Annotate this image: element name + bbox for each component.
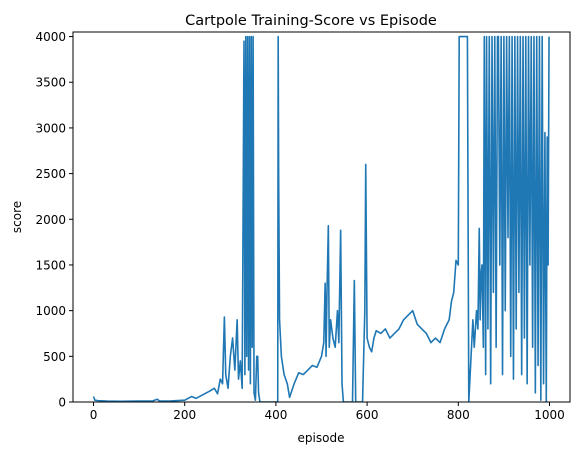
x-tick-label: 800 (447, 408, 470, 422)
y-tick-label: 2000 (35, 213, 66, 227)
x-tick-label: 400 (264, 408, 287, 422)
y-tick-label: 3000 (35, 121, 66, 135)
x-tick-label: 200 (173, 408, 196, 422)
y-tick-label: 4000 (35, 30, 66, 44)
score-series-line (92, 35, 550, 402)
plot-series (92, 35, 550, 402)
y-tick-label: 3500 (35, 76, 66, 90)
y-tick-label: 0 (58, 396, 66, 410)
y-tick-label: 2500 (35, 167, 66, 181)
y-tick-label: 1000 (35, 304, 66, 318)
x-axis-label: episode (298, 431, 345, 445)
x-tick-label: 600 (356, 408, 379, 422)
chart-title: Cartpole Training-Score vs Episode (185, 13, 437, 29)
y-tick-label: 1500 (35, 258, 66, 272)
y-tick-label: 500 (43, 350, 66, 364)
axis-ticks: 0 200 400 600 800 1000 0 500 1000 1500 2000 2500 300… (35, 30, 564, 422)
x-tick-label: 1000 (534, 408, 565, 422)
y-axis-label: score (10, 201, 24, 233)
plot-frame (72, 31, 571, 403)
x-tick-label: 0 (90, 408, 98, 422)
